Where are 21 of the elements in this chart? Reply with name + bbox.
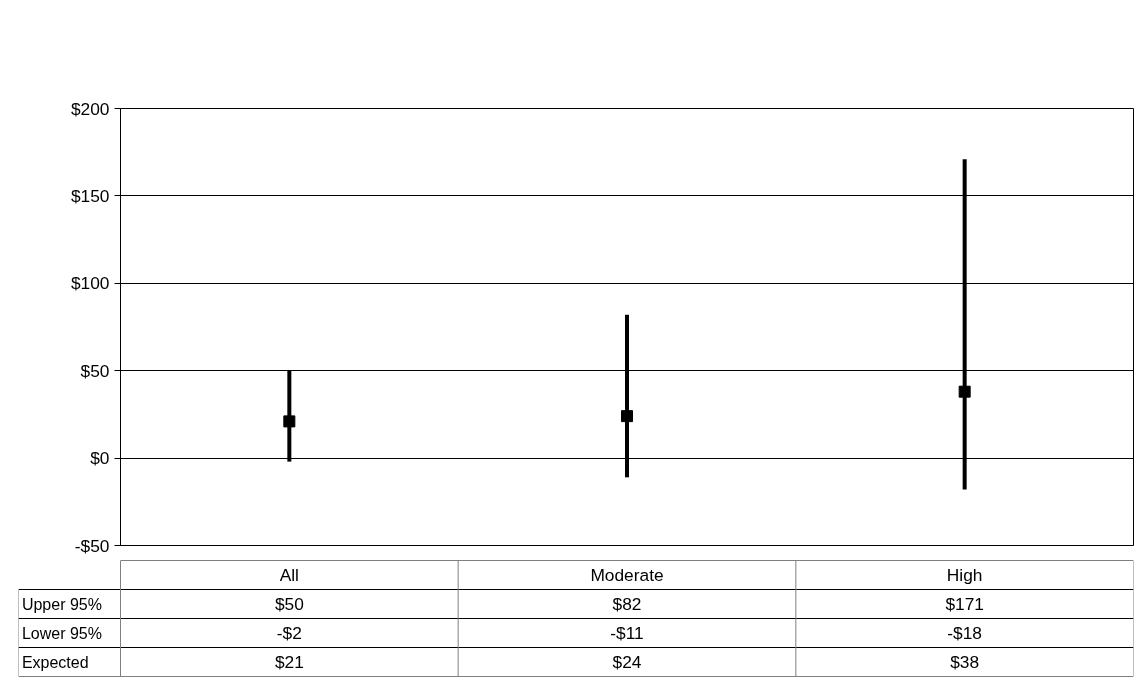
x-tick-label: Moderate — [590, 565, 664, 585]
y-tick-label: $200 — [70, 98, 110, 119]
data-label: $24 — [612, 652, 642, 672]
text: -$11 — [610, 623, 644, 643]
y-tick-label: -$50 — [74, 535, 110, 556]
y-tick-label: $100 — [70, 273, 110, 294]
text: -$2 — [276, 623, 302, 643]
text: $50 — [274, 594, 304, 614]
data-label: $21 — [274, 652, 304, 672]
text: $171 — [945, 594, 984, 614]
y-tick-label: $150 — [70, 185, 110, 206]
y-tick-label: $50 — [80, 360, 110, 381]
data-label: $38 — [950, 652, 980, 672]
text: -$18 — [947, 623, 983, 643]
y-tick-label: $0 — [90, 448, 110, 469]
x-tick-label: High — [946, 565, 983, 585]
text: Expected — [21, 653, 89, 671]
text: Lower 95% — [21, 624, 102, 642]
text: $82 — [612, 594, 642, 614]
text: Upper 95% — [21, 595, 102, 613]
x-tick-label: All — [279, 565, 299, 585]
